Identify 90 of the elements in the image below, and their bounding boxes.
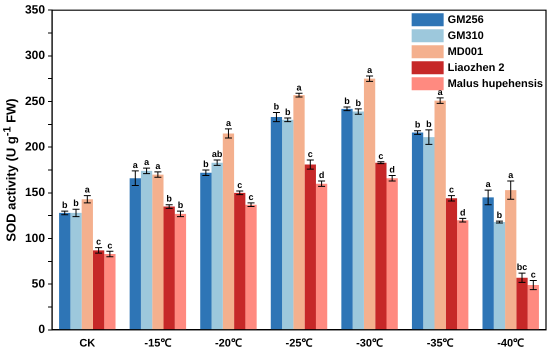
y-tick-label: 250 [24,94,46,108]
x-tick-label: -15℃ [144,337,172,350]
bar [341,108,353,330]
data-label: c [308,148,313,159]
data-label: bc [516,262,528,272]
bar [130,178,141,330]
data-label: c [107,240,112,250]
data-label: b [496,210,503,220]
bar [82,199,93,330]
x-tick-label: -40℃ [497,337,524,350]
bar [528,285,539,330]
data-label: b [356,98,362,108]
data-label: a [84,184,91,195]
legend-label: Liaozhen 2 [448,62,504,74]
data-label: b [203,158,210,169]
data-label: c [248,192,254,202]
y-tick-label: 350 [24,2,46,17]
bar [505,190,516,330]
data-label: ab [212,148,223,159]
bar [457,220,468,330]
data-label: b [344,96,350,106]
data-label: d [318,170,324,180]
data-label: b [426,118,432,129]
data-label: b [62,200,68,210]
data-label: a [132,160,139,170]
bar [375,162,387,330]
data-label: a [226,118,232,128]
bar [352,112,364,330]
bar [70,212,82,330]
bar [516,278,528,330]
data-label: a [508,170,514,180]
bar [364,78,376,330]
bar [482,197,494,330]
x-tick-label: -25℃ [286,337,312,350]
bar [423,137,434,330]
bar [434,100,446,330]
bar [174,214,186,330]
y-tick-label: 300 [24,48,46,62]
legend-label: MD001 [448,46,484,58]
legend-label: GM310 [448,30,484,42]
y-tick-label: 50 [32,276,46,290]
bar [212,162,223,330]
data-label: b [178,200,184,210]
data-label: b [73,198,80,208]
x-tick-label: -30℃ [356,337,384,350]
data-label: a [486,179,492,190]
y-tick-label: 150 [24,185,46,200]
bar [316,184,328,330]
legend-label: Malus hupehensis [448,78,544,90]
bar [293,95,305,330]
data-label: a [367,64,374,75]
bar [282,120,294,330]
bar [245,204,257,330]
data-label: c [448,184,454,195]
bar [164,206,175,330]
bar [92,250,104,330]
data-label: d [389,164,395,174]
x-tick-label: -35℃ [426,337,454,350]
bar [59,212,70,330]
data-label: c [378,150,384,161]
data-label: c [237,180,242,190]
bar [386,178,398,330]
bar [234,192,246,330]
bar [304,164,316,330]
data-label: b [284,106,291,117]
data-label: a [144,157,150,168]
data-label: b [414,120,421,130]
bar [494,222,506,330]
data-label: c [96,236,102,247]
bar [200,172,212,330]
data-label: a [438,86,444,97]
data-label: a [155,160,162,171]
legend-label: GM256 [448,14,484,26]
bar [270,117,282,330]
bar [140,170,152,330]
data-label: a [296,82,303,92]
x-tick-label: -20℃ [214,337,242,350]
y-tick-label: 0 [38,322,46,336]
bar [446,198,458,330]
y-tick-label: 200 [24,139,46,154]
data-label: b [166,194,172,204]
bar [222,133,234,330]
x-tick-label: CK [79,337,96,350]
data-label: b [274,101,280,112]
bar [152,174,164,330]
data-label: d [460,207,466,218]
bar [412,132,424,330]
bar [104,254,116,330]
data-label: c [530,269,536,280]
y-tick-label: 100 [24,230,46,245]
